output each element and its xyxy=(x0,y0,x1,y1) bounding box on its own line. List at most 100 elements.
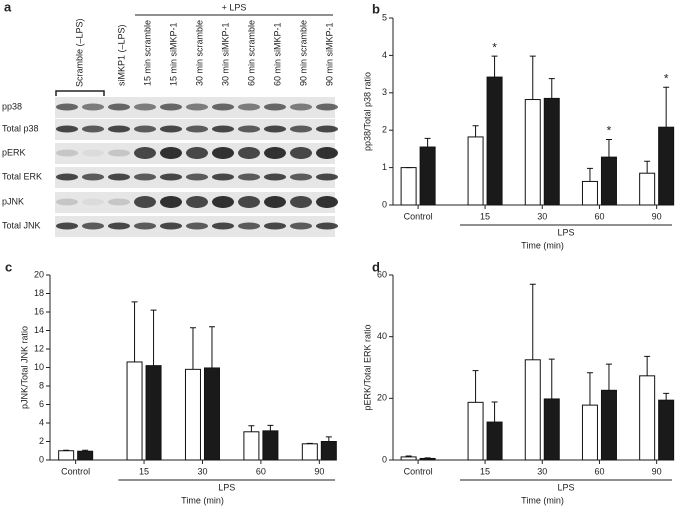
lane-label: Scramble (–LPS) xyxy=(74,18,84,87)
band xyxy=(238,147,260,159)
error-bar xyxy=(644,160,651,174)
bar xyxy=(543,97,560,206)
error-bar xyxy=(548,78,555,99)
error-bar xyxy=(82,449,89,452)
x-tick-label: 30 xyxy=(197,466,207,476)
band xyxy=(212,103,234,111)
lps-label: + LPS xyxy=(222,2,247,12)
error-bar xyxy=(208,326,215,368)
band xyxy=(108,103,130,111)
band xyxy=(56,103,78,111)
x-tick-label: 30 xyxy=(537,466,547,476)
band xyxy=(160,173,182,181)
error-bar xyxy=(491,55,498,78)
panel-letter: a xyxy=(4,0,12,14)
y-tick-label: 10 xyxy=(34,362,44,372)
y-tick-label: 2 xyxy=(39,436,44,446)
annotation: * xyxy=(492,40,497,54)
row-label: Total ERK xyxy=(2,171,42,181)
band xyxy=(212,147,234,159)
x-tick-label: 90 xyxy=(652,211,662,221)
group-label: LPS xyxy=(557,482,574,492)
bar xyxy=(419,457,436,461)
x-tick-label: 60 xyxy=(594,211,604,221)
bar xyxy=(486,421,503,461)
row-label: Total p38 xyxy=(2,123,39,133)
band xyxy=(160,103,182,111)
band xyxy=(134,125,156,133)
band xyxy=(160,147,182,159)
error-bar xyxy=(605,363,612,391)
y-tick-label: 20 xyxy=(377,393,387,403)
x-axis-title: Time (min) xyxy=(521,240,564,250)
error-bar xyxy=(472,370,479,403)
band xyxy=(134,196,156,208)
band xyxy=(186,147,208,159)
bar xyxy=(126,361,143,461)
band xyxy=(82,149,104,157)
panel-letter: b xyxy=(372,1,380,16)
band xyxy=(160,222,182,230)
row-label: pp38 xyxy=(2,101,22,111)
band xyxy=(264,173,286,181)
bar xyxy=(600,389,617,461)
band xyxy=(290,222,312,230)
band xyxy=(212,173,234,181)
band xyxy=(316,103,338,111)
x-tick-label: 30 xyxy=(537,211,547,221)
bar xyxy=(524,359,541,461)
band xyxy=(264,103,286,111)
lane-label: siMKP1 (–LPS) xyxy=(116,24,126,86)
error-bar xyxy=(529,283,536,360)
band xyxy=(212,125,234,133)
band xyxy=(238,222,260,230)
y-tick-label: 2 xyxy=(382,125,387,135)
band xyxy=(134,222,156,230)
bar xyxy=(301,443,318,461)
annotation: * xyxy=(607,124,612,138)
band xyxy=(290,147,312,159)
y-tick-label: 60 xyxy=(377,269,387,279)
band xyxy=(212,196,234,208)
band xyxy=(186,103,208,111)
band xyxy=(238,173,260,181)
band xyxy=(134,173,156,181)
bar xyxy=(524,99,541,206)
bar xyxy=(639,375,656,461)
band xyxy=(82,222,104,230)
bar xyxy=(400,456,417,461)
x-tick-label: 60 xyxy=(256,466,266,476)
band xyxy=(290,125,312,133)
error-bar xyxy=(529,55,536,100)
bar xyxy=(419,146,436,206)
band xyxy=(56,198,78,206)
lane-label: 90 min scramble xyxy=(298,20,308,86)
band xyxy=(108,173,130,181)
row-label: Total JNK xyxy=(2,220,41,230)
band xyxy=(238,125,260,133)
y-tick-label: 12 xyxy=(34,343,44,353)
bar xyxy=(145,365,162,461)
error-bar xyxy=(472,125,479,137)
y-tick-label: 8 xyxy=(39,380,44,390)
bracket xyxy=(55,90,105,96)
y-tick-label: 0 xyxy=(382,199,387,209)
band xyxy=(316,125,338,133)
bar xyxy=(543,398,560,461)
error-bar xyxy=(248,425,255,432)
y-tick-label: 0 xyxy=(382,454,387,464)
y-tick-label: 18 xyxy=(34,288,44,298)
bar xyxy=(243,431,260,461)
band xyxy=(186,173,208,181)
band xyxy=(82,125,104,133)
error-bar xyxy=(189,327,196,370)
band xyxy=(290,103,312,111)
band xyxy=(186,222,208,230)
error-bar xyxy=(325,436,332,442)
y-tick-label: 14 xyxy=(34,325,44,335)
y-tick-label: 6 xyxy=(39,399,44,409)
x-tick-label: 15 xyxy=(480,211,490,221)
band xyxy=(290,173,312,181)
lane-label: 30 min siMKP-1 xyxy=(220,22,230,86)
